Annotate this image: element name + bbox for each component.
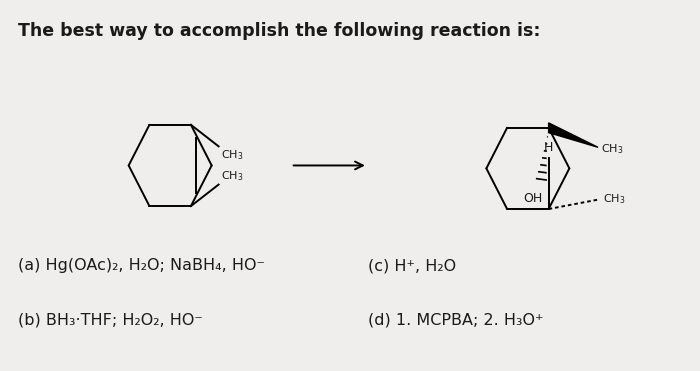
Text: CH$_3$: CH$_3$ [220, 148, 243, 162]
Text: The best way to accomplish the following reaction is:: The best way to accomplish the following… [18, 22, 540, 40]
Text: CH$_3$: CH$_3$ [220, 169, 243, 183]
Text: (c) H⁺, H₂O: (c) H⁺, H₂O [368, 258, 456, 273]
Text: OH: OH [523, 192, 542, 205]
Text: (a) Hg(OAc)₂, H₂O; NaBH₄, HO⁻: (a) Hg(OAc)₂, H₂O; NaBH₄, HO⁻ [18, 258, 265, 273]
Text: CH$_3$: CH$_3$ [601, 142, 624, 156]
Text: (b) BH₃·THF; H₂O₂, HO⁻: (b) BH₃·THF; H₂O₂, HO⁻ [18, 312, 203, 327]
Text: H: H [544, 141, 553, 154]
Polygon shape [549, 123, 598, 147]
Text: (d) 1. MCPBA; 2. H₃O⁺: (d) 1. MCPBA; 2. H₃O⁺ [368, 312, 543, 327]
Text: CH$_3$: CH$_3$ [603, 192, 625, 206]
